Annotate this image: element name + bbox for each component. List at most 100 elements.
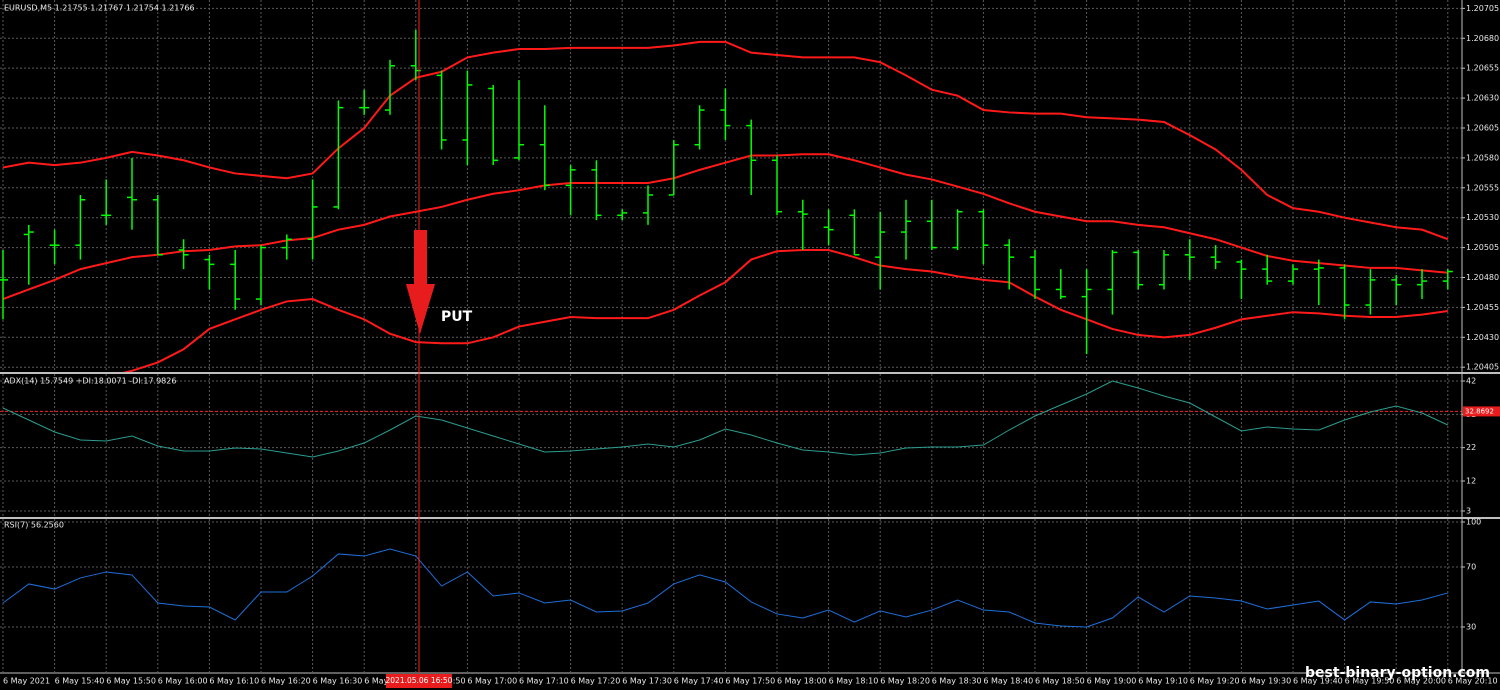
- y-tick-label: 1.20430: [1466, 333, 1499, 342]
- ohlc-bar: [307, 179, 318, 260]
- x-tick-label: 6 May 16:10: [209, 677, 259, 686]
- y-tick-label: 1.20480: [1466, 273, 1499, 282]
- mark-layer: [0, 29, 1462, 628]
- ohlc-bar: [488, 84, 499, 166]
- y-tick-label: 1.20405: [1466, 363, 1499, 372]
- x-tick-label: 6 May 17:10: [519, 677, 569, 686]
- ohlc-bar: [1365, 269, 1376, 315]
- y-tick-label: 1.20605: [1466, 123, 1499, 132]
- ohlc-bar: [591, 160, 602, 221]
- arrow-shaft: [414, 230, 427, 288]
- ohlc-bar: [823, 209, 834, 246]
- ohlc-bar: [23, 224, 34, 285]
- ohlc-bar: [1081, 269, 1092, 355]
- y-tick-label: 1.20680: [1466, 34, 1499, 43]
- ohlc-bar: [152, 194, 163, 256]
- y-tick-label: 42: [1466, 377, 1476, 386]
- ohlc-bar: [1004, 239, 1015, 290]
- ohlc-bar: [514, 80, 524, 161]
- ohlc-bar: [1313, 259, 1324, 306]
- ohlc-bar: [952, 209, 963, 250]
- ohlc-bar: [462, 70, 473, 166]
- x-tick-label: 6 May 16:20: [261, 677, 311, 686]
- ohlc-bar: [1236, 259, 1247, 300]
- ohlc-bar: [385, 59, 395, 115]
- x-tick-label: 6 May 18:50: [1035, 677, 1085, 686]
- ohlc-bar: [204, 254, 215, 290]
- x-tick-label: 6 May 19:50: [1345, 677, 1395, 686]
- ohlc-bar: [0, 249, 8, 320]
- ohlc-bar: [978, 209, 989, 265]
- ohlc-bar: [256, 245, 266, 306]
- ohlc-bar: [410, 29, 421, 81]
- x-tick-label: 6 May 19:30: [1241, 677, 1291, 686]
- ohlc-bar: [1210, 245, 1221, 270]
- crosshair-label: 2021.05.06 16:50: [386, 676, 453, 685]
- y-tick-label: 1.20455: [1466, 303, 1499, 312]
- ohlc-bar: [875, 211, 886, 290]
- y-tick-label: 12: [1466, 477, 1476, 486]
- y-tick-label: 30: [1466, 623, 1476, 632]
- top-layer: 1.20705 1.20680 1.20655 1.20630 1.20605 1.205…: [3, 4, 1500, 686]
- ohlc-bar: [1030, 249, 1040, 300]
- x-tick-label: 6 May 16:00: [158, 677, 208, 686]
- x-tick-label: 6 May 18:10: [829, 677, 879, 686]
- crosshair-label-box: [386, 674, 452, 688]
- ohlc-bar: [1133, 249, 1144, 290]
- x-tick-label: 6 May 18:00: [777, 677, 827, 686]
- ohlc-bar: [926, 199, 937, 250]
- y-tick-label: 1.20655: [1466, 64, 1499, 73]
- ohlc-bar: [1262, 254, 1273, 285]
- band-line: [2, 40, 1449, 241]
- ohlc-bar: [1442, 269, 1453, 290]
- ohlc-bar: [1107, 249, 1118, 315]
- adx-title: ADX(14) 15.7549 +DI:18.0071 -DI:17.9826: [4, 377, 176, 386]
- ohlc-bar: [694, 105, 705, 150]
- ohlc-bar: [1159, 249, 1169, 290]
- ohlc-bar: [436, 70, 447, 150]
- y-tick-label: 70: [1466, 563, 1476, 572]
- x-tick-label: 6 May 18:20: [880, 677, 930, 686]
- ohlc-bar: [1184, 239, 1195, 280]
- ohlc-bar: [359, 89, 370, 115]
- x-tick-label: 6 May 16:30: [313, 677, 363, 686]
- ohlc-bar: [668, 139, 679, 196]
- ohlc-bar: [75, 194, 86, 260]
- ohlc-bar: [127, 157, 137, 230]
- ohlc-bar: [1055, 269, 1066, 300]
- ohlc-bar: [281, 234, 292, 260]
- x-tick-label: 6 May 19:40: [1293, 677, 1343, 686]
- y-tick-label: 1.20580: [1466, 153, 1499, 162]
- x-tick-label: 6 May 15:40: [55, 677, 105, 686]
- level-label-box: [1463, 406, 1500, 417]
- y-tick-label: 1.20505: [1466, 243, 1499, 252]
- ohlc-bar: [101, 179, 112, 225]
- y-tick-label: 22: [1466, 443, 1476, 452]
- ohlc-bar: [901, 199, 911, 260]
- x-tick-label: 6 May 17:50: [725, 677, 775, 686]
- y-tick-label: 1.20630: [1466, 94, 1499, 103]
- arrow-head: [406, 284, 435, 334]
- put-arrow: [406, 230, 435, 334]
- ohlc-bar: [849, 209, 860, 256]
- ohlc-bar: [1288, 264, 1298, 285]
- y-tick-label: 1.20705: [1466, 4, 1499, 13]
- rsi-title: RSI(7) 56.2560: [4, 521, 64, 530]
- y-tick-label: 3: [1466, 507, 1471, 516]
- x-tick-label: 6 May 17:00: [467, 677, 517, 686]
- chart-title: EURUSD,M5 1.21755 1.21767 1.21754 1.2176…: [4, 4, 195, 13]
- x-tick-label: 6 May 18:40: [983, 677, 1033, 686]
- ohlc-bar: [1417, 269, 1427, 300]
- indicator-line: [2, 548, 1448, 628]
- x-tick-label: 6 May 19:00: [1087, 677, 1137, 686]
- x-tick-label: 6 May 19:20: [1190, 677, 1240, 686]
- ohlc-bar: [178, 239, 189, 270]
- ohlc-bar: [1391, 275, 1402, 306]
- band-line: [2, 153, 1448, 300]
- ohlc-bar: [643, 185, 653, 225]
- ohlc-bar: [539, 105, 550, 191]
- ohlc-bar: [617, 209, 628, 221]
- ohlc-bar: [1339, 264, 1350, 320]
